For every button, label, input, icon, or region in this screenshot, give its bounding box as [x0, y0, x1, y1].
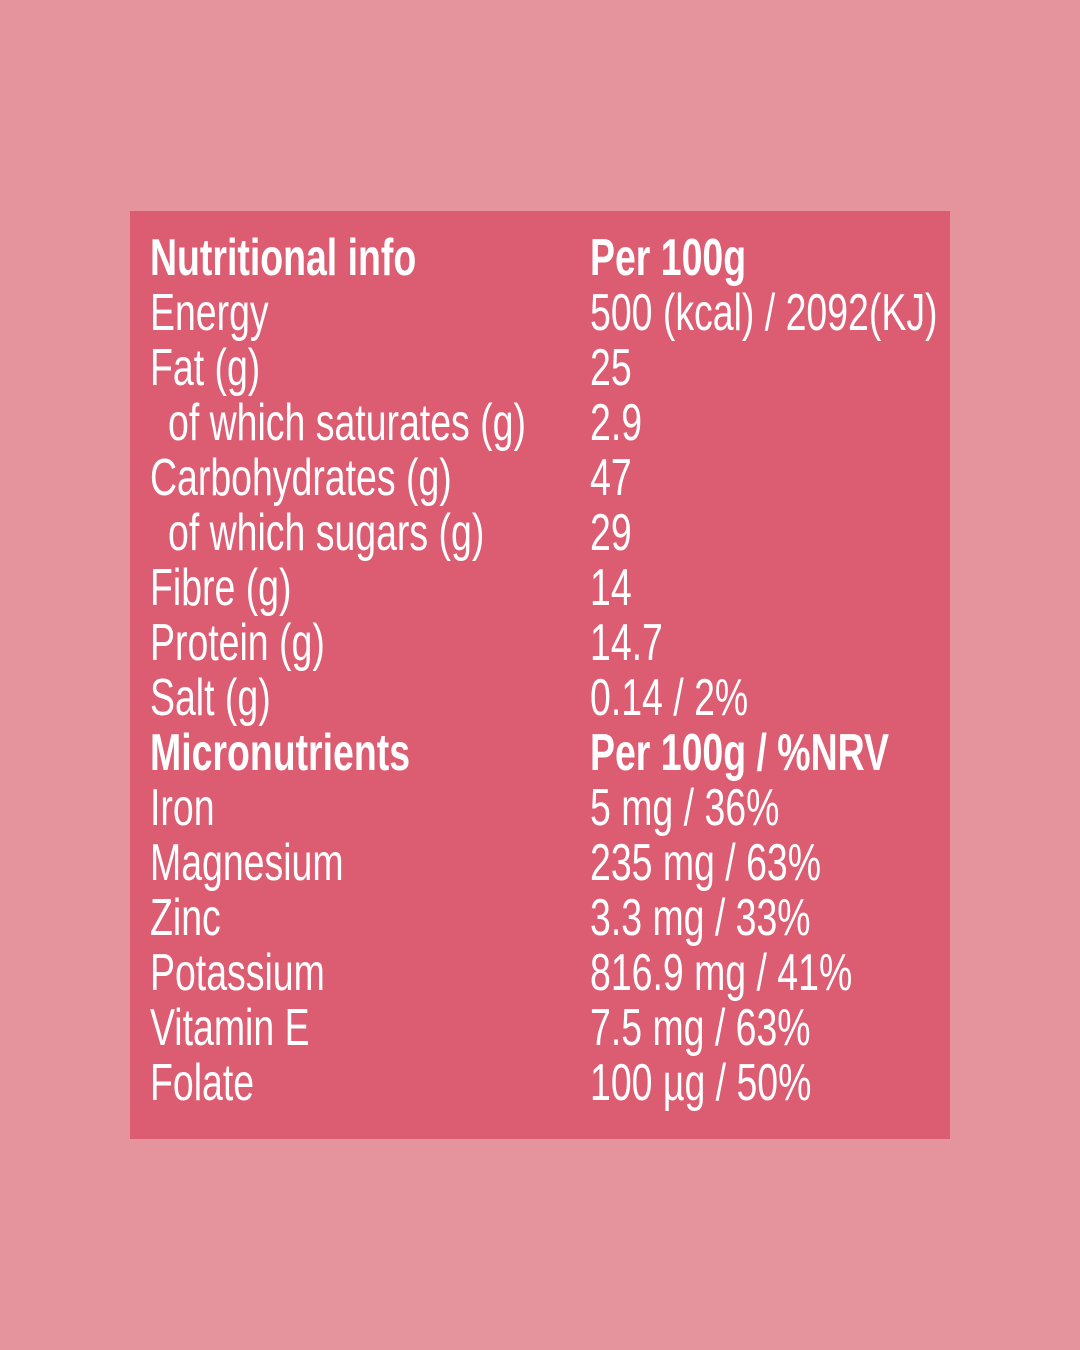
table-row-vitamin-e: Vitamin E 7.5 mg / 63%: [150, 1001, 950, 1056]
row-label: Folate: [150, 1054, 255, 1112]
nutrition-panel: Nutritional info Per 100g Energy 500 (kc…: [130, 211, 950, 1139]
row-value: 3.3 mg / 33%: [590, 889, 811, 947]
table-row-protein: Protein (g) 14.7: [150, 616, 950, 671]
table-row-folate: Folate 100 µg / 50%: [150, 1056, 950, 1111]
row-value-cell: 5 mg / 36%: [590, 781, 950, 836]
micro-header-row: Micronutrients Per 100g / %NRV: [150, 726, 950, 781]
row-label: Zinc: [150, 889, 221, 947]
table-row-fibre: Fibre (g) 14: [150, 561, 950, 616]
row-value-cell: 7.5 mg / 63%: [590, 1001, 950, 1056]
row-label-cell: of which sugars (g): [150, 506, 590, 561]
row-label-cell: Iron: [150, 781, 590, 836]
row-label-cell: of which saturates (g): [150, 396, 590, 451]
micro-header-label: Micronutrients: [150, 724, 411, 782]
micro-header-value-cell: Per 100g / %NRV: [590, 726, 1005, 781]
row-label-cell: Fibre (g): [150, 561, 590, 616]
row-label: Vitamin E: [150, 999, 310, 1057]
row-value-cell: 235 mg / 63%: [590, 836, 950, 891]
row-label-cell: Potassium: [150, 946, 590, 1001]
row-label: Fat (g): [150, 339, 261, 397]
row-label-cell: Carbohydrates (g): [150, 451, 590, 506]
row-label: Potassium: [150, 944, 325, 1002]
table-row-fat: Fat (g) 25: [150, 341, 950, 396]
row-value-cell: 0.14 / 2%: [590, 671, 950, 726]
table-row-energy: Energy 500 (kcal) / 2092(KJ): [150, 286, 950, 341]
row-label: Protein (g): [150, 614, 325, 672]
row-label-cell: Vitamin E: [150, 1001, 590, 1056]
row-value-cell: 29: [590, 506, 950, 561]
row-value: 25: [590, 339, 632, 397]
row-value-cell: 14.7: [590, 616, 950, 671]
row-value-cell: 2.9: [590, 396, 950, 451]
row-label-cell: Fat (g): [150, 341, 590, 396]
row-value: 5 mg / 36%: [590, 779, 780, 837]
row-value: 29: [590, 504, 632, 562]
row-value: 816.9 mg / 41%: [590, 944, 853, 1002]
row-value-cell: 3.3 mg / 33%: [590, 891, 950, 946]
table-row-carbohydrates: Carbohydrates (g) 47: [150, 451, 950, 506]
row-label-cell: Zinc: [150, 891, 590, 946]
row-value-cell: 816.9 mg / 41%: [590, 946, 954, 1001]
row-value: 47: [590, 449, 632, 507]
row-label: Magnesium: [150, 834, 344, 892]
table-row-zinc: Zinc 3.3 mg / 33%: [150, 891, 950, 946]
row-value: 14.7: [590, 614, 663, 672]
table-row-iron: Iron 5 mg / 36%: [150, 781, 950, 836]
row-label: Fibre (g): [150, 559, 292, 617]
row-label-cell: Folate: [150, 1056, 590, 1111]
row-value: 235 mg / 63%: [590, 834, 822, 892]
row-value: 2.9: [590, 394, 643, 452]
row-value-cell: 47: [590, 451, 950, 506]
row-value: 14: [590, 559, 632, 617]
row-value-cell: 14: [590, 561, 950, 616]
macro-header-label: Nutritional info: [150, 229, 417, 287]
macro-header-row: Nutritional info Per 100g: [150, 231, 950, 286]
row-label-cell: Salt (g): [150, 671, 590, 726]
row-label: Energy: [150, 284, 269, 342]
row-value: 0.14 / 2%: [590, 669, 749, 727]
table-row-sugars: of which sugars (g) 29: [150, 506, 950, 561]
row-value: 100 µg / 50%: [590, 1054, 812, 1112]
table-row-salt: Salt (g) 0.14 / 2%: [150, 671, 950, 726]
row-value: 500 (kcal) / 2092(KJ): [590, 284, 938, 342]
row-label: of which sugars (g): [168, 504, 485, 562]
row-label: Iron: [150, 779, 215, 837]
macro-header-value-cell: Per 100g: [590, 231, 950, 286]
row-label-cell: Protein (g): [150, 616, 590, 671]
row-label-cell: Magnesium: [150, 836, 590, 891]
row-value-cell: 100 µg / 50%: [590, 1056, 950, 1111]
row-value-cell: 25: [590, 341, 950, 396]
table-row-magnesium: Magnesium 235 mg / 63%: [150, 836, 950, 891]
table-row-saturates: of which saturates (g) 2.9: [150, 396, 950, 451]
macro-header-value: Per 100g: [590, 229, 747, 287]
row-label: of which saturates (g): [168, 394, 526, 452]
table-row-potassium: Potassium 816.9 mg / 41%: [150, 946, 950, 1001]
row-label: Carbohydrates (g): [150, 449, 452, 507]
macro-header-label-cell: Nutritional info: [150, 231, 590, 286]
row-value: 7.5 mg / 63%: [590, 999, 811, 1057]
micro-header-label-cell: Micronutrients: [150, 726, 590, 781]
row-label: Salt (g): [150, 669, 271, 727]
row-value-cell: 500 (kcal) / 2092(KJ): [590, 286, 1073, 341]
micro-header-value: Per 100g / %NRV: [590, 724, 889, 782]
row-label-cell: Energy: [150, 286, 590, 341]
